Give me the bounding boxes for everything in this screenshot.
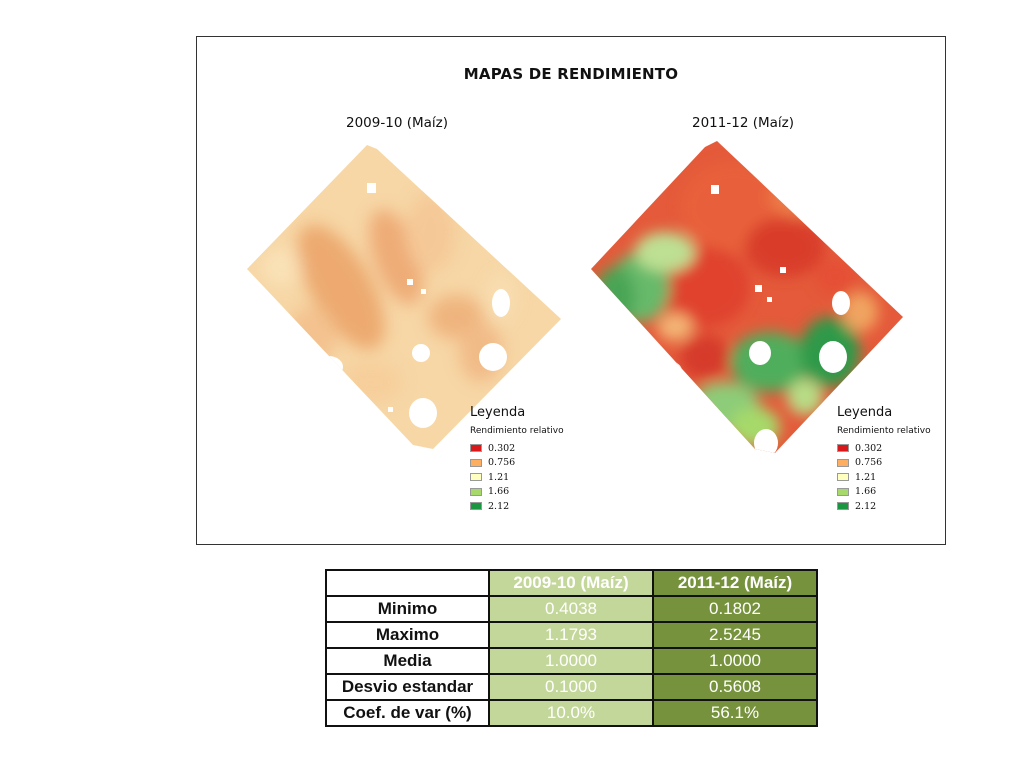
legend-subtitle: Rendimiento relativo [837,426,931,436]
cell-2011: 2.5245 [652,621,818,649]
cell-2009: 10.0% [488,699,654,727]
table-row: Minimo 0.4038 0.1802 [325,595,818,623]
swatch-121 [837,473,849,482]
cell-2011: 0.5608 [652,673,818,701]
cell-2011: 1.0000 [652,647,818,675]
swatch-0756 [837,458,849,467]
table-row: Desvio estandar 0.1000 0.5608 [325,673,818,701]
table-row: Coef. de var (%) 10.0% 56.1% [325,699,818,727]
table-corner-cell [325,569,490,597]
yield-maps-figure: MAPAS DE RENDIMIENTO 2009-10 (Maíz) 2011… [196,36,946,545]
swatch-0302 [837,444,849,453]
swatch-0756 [470,458,482,467]
legend-item: 2.12 [470,499,564,514]
table-row: Maximo 1.1793 2.5245 [325,621,818,649]
row-label: Desvio estandar [325,673,490,701]
legend-item: 1.21 [470,470,564,485]
yield-map-2011 [591,141,903,453]
row-label: Coef. de var (%) [325,699,490,727]
col-header-2009: 2009-10 (Maíz) [488,569,654,597]
table-header-row: 2009-10 (Maíz) 2011-12 (Maíz) [325,569,818,597]
legend-right: Leyenda Rendimiento relativo 0.302 0.756… [837,405,931,514]
legend-heading: Leyenda [837,405,893,420]
legend-item: 2.12 [837,499,931,514]
figure-title: MAPAS DE RENDIMIENTO [463,65,679,83]
swatch-166 [837,487,849,496]
legend-left: Leyenda Rendimiento relativo 0.302 0.756… [470,405,564,514]
swatch-212 [837,502,849,511]
map-title-2009: 2009-10 (Maíz) [346,115,448,131]
legend-item: 0.756 [470,456,564,471]
swatch-166 [470,487,482,496]
table-row: Media 1.0000 1.0000 [325,647,818,675]
swatch-0302 [470,444,482,453]
legend-item: 1.66 [470,485,564,500]
cell-2009: 0.4038 [488,595,654,623]
swatch-121 [470,473,482,482]
yield-map-2009 [247,145,561,449]
row-label: Media [325,647,490,675]
swatch-212 [470,502,482,511]
cell-2009: 1.1793 [488,621,654,649]
legend-item: 0.302 [837,441,931,456]
map-title-2011: 2011-12 (Maíz) [692,115,794,131]
col-header-2011: 2011-12 (Maíz) [652,569,818,597]
cell-2011: 0.1802 [652,595,818,623]
row-label: Maximo [325,621,490,649]
stats-table: 2009-10 (Maíz) 2011-12 (Maíz) Minimo 0.4… [325,569,818,727]
legend-item: 1.21 [837,470,931,485]
cell-2009: 1.0000 [488,647,654,675]
row-label: Minimo [325,595,490,623]
legend-heading: Leyenda [470,405,526,420]
legend-item: 0.302 [470,441,564,456]
legend-item: 1.66 [837,485,931,500]
cell-2011: 56.1% [652,699,818,727]
legend-item: 0.756 [837,456,931,471]
legend-subtitle: Rendimiento relativo [470,426,564,436]
cell-2009: 0.1000 [488,673,654,701]
